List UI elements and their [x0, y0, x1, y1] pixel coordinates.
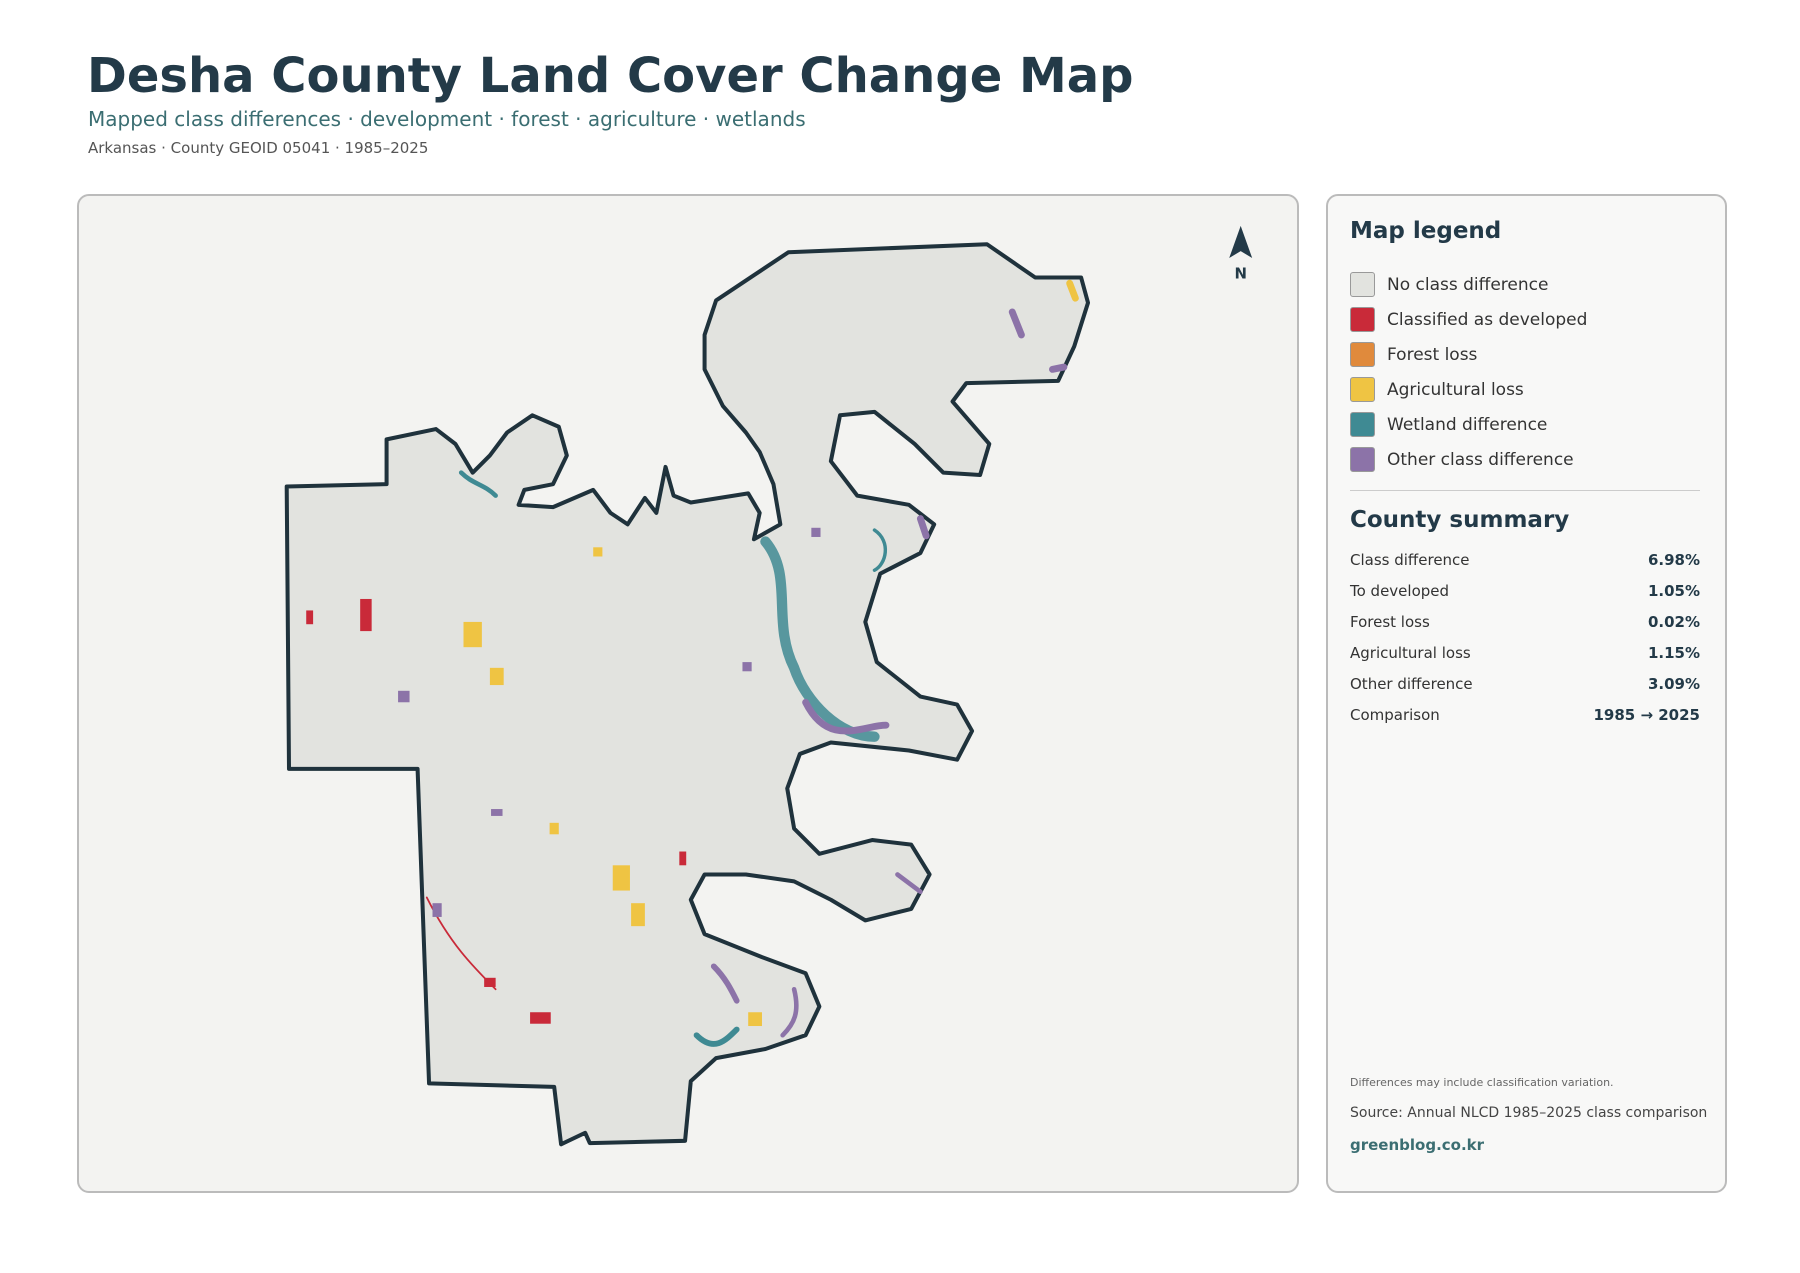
legend-swatch — [1350, 377, 1375, 402]
side-panel: Map legend No class difference Classified… — [1326, 194, 1727, 1193]
legend-item: No class difference — [1350, 272, 1548, 297]
legend-swatch — [1350, 272, 1375, 297]
summary-label: Forest loss — [1350, 613, 1430, 631]
map: N — [284, 225, 1253, 1147]
legend-swatch — [1350, 307, 1375, 332]
credit: greenblog.co.kr — [1350, 1136, 1485, 1154]
summary-row: Forest loss 0.02% — [1350, 613, 1700, 631]
summary-row: Other difference 3.09% — [1350, 675, 1700, 693]
map-panel: N — [77, 194, 1299, 1193]
summary-row: Class difference 6.98% — [1350, 551, 1700, 569]
summary-row: Agricultural loss 1.15% — [1350, 644, 1700, 662]
title: Desha County Land Cover Change Map — [87, 48, 1134, 104]
summary-value: 1.05% — [1647, 582, 1700, 600]
legend-title: Map legend — [1350, 218, 1502, 244]
summary-row: Comparison 1985 → 2025 — [1350, 706, 1700, 724]
legend-label: Classified as developed — [1387, 309, 1588, 330]
north-arrow — [1229, 225, 1253, 259]
legend-label: Wetland difference — [1387, 414, 1548, 435]
summary-value: 0.02% — [1647, 613, 1700, 631]
source: Source: Annual NLCD 1985–2025 class comp… — [1350, 1105, 1708, 1121]
subtitle: Mapped class differences · development ·… — [88, 107, 806, 131]
divider — [1350, 490, 1700, 491]
legend-label: Other class difference — [1387, 449, 1574, 470]
summary-value: 1985 → 2025 — [1593, 706, 1700, 724]
legend-item: Classified as developed — [1350, 307, 1587, 332]
legend-label: Agricultural loss — [1387, 379, 1524, 400]
summary-label: Class difference — [1350, 551, 1470, 569]
summary-label: To developed — [1350, 582, 1450, 600]
legend-label: Forest loss — [1387, 344, 1478, 365]
legend-swatch — [1350, 447, 1375, 472]
change-blocks — [306, 527, 821, 1027]
legend-swatch — [1350, 342, 1375, 367]
summary-title: County summary — [1350, 507, 1570, 533]
north-label: N — [1234, 265, 1246, 283]
legend-item: Agricultural loss — [1350, 377, 1524, 402]
summary-label: Agricultural loss — [1350, 644, 1471, 662]
legend-swatch — [1350, 412, 1375, 437]
legend-item: Other class difference — [1350, 447, 1574, 472]
summary-value: 1.15% — [1647, 644, 1700, 662]
summary-label: Comparison — [1350, 706, 1440, 724]
meta: Arkansas · County GEOID 05041 · 1985–202… — [88, 139, 429, 157]
summary-row: To developed 1.05% — [1350, 582, 1700, 600]
legend-item: Forest loss — [1350, 342, 1477, 367]
summary-label: Other difference — [1350, 675, 1473, 693]
summary-value: 3.09% — [1647, 675, 1700, 693]
legend-item: Wetland difference — [1350, 412, 1547, 437]
note: Differences may include classification v… — [1350, 1076, 1614, 1089]
summary-value: 6.98% — [1647, 551, 1700, 569]
legend-label: No class difference — [1387, 274, 1549, 295]
county-outline — [284, 242, 1091, 1147]
